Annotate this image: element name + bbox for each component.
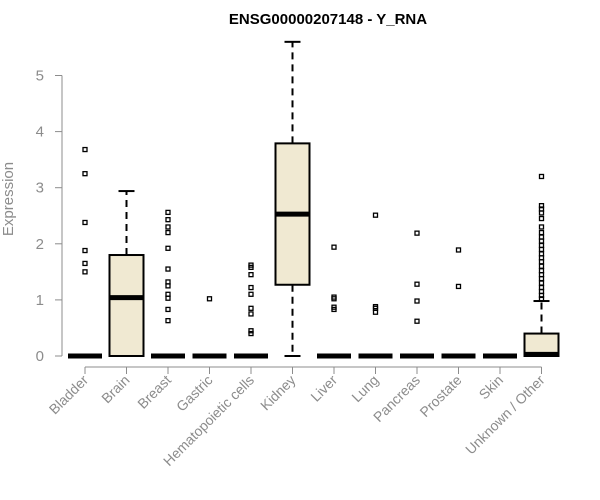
box-gastric <box>192 296 227 359</box>
x-tick-label: Liver <box>307 372 340 405</box>
y-axis: 0 1 2 3 4 5 <box>36 68 63 365</box>
outlier-point <box>165 217 171 223</box>
outlier-point <box>538 251 545 257</box>
outlier-point <box>206 296 213 302</box>
x-tick-label: Prostate <box>416 372 464 420</box>
outlier-point <box>165 209 171 216</box>
outlier-point <box>165 318 171 324</box>
y-tick-label: 5 <box>36 68 44 85</box>
outlier-point <box>414 281 420 287</box>
outlier-point <box>165 266 171 272</box>
outlier-point <box>248 262 254 268</box>
outlier-point <box>165 306 171 313</box>
outlier-point <box>538 234 545 240</box>
x-tick-label: Lung <box>348 372 381 405</box>
box-lung <box>358 212 393 359</box>
x-tick-label: Skin <box>476 372 507 403</box>
y-tick-label: 4 <box>36 124 44 141</box>
outlier-point <box>82 171 88 177</box>
outlier-point <box>248 311 254 317</box>
box-breast <box>151 209 185 359</box>
box-pancreas <box>400 230 434 359</box>
outlier-point <box>538 284 545 291</box>
x-tick-label: Unknown / Other <box>462 372 548 458</box>
outlier-point <box>331 304 337 310</box>
outlier-point <box>414 318 420 324</box>
box-bladder <box>68 146 102 359</box>
x-tick-label: Bladder <box>46 372 92 418</box>
outlier-point <box>538 229 545 236</box>
outlier-point <box>372 212 379 218</box>
outlier-point <box>455 247 462 253</box>
y-tick-label: 3 <box>36 180 44 197</box>
box-brain <box>108 190 145 358</box>
outlier-point <box>538 242 545 249</box>
outlier-point <box>538 224 545 230</box>
outlier-point <box>331 244 337 250</box>
box-body <box>108 254 145 358</box>
outlier-point <box>82 146 88 153</box>
outlier-point <box>248 291 254 297</box>
box-hematopoietic-cells <box>234 262 268 359</box>
y-axis-label: Expression <box>0 162 17 236</box>
outlier-point <box>248 305 254 311</box>
outlier-point <box>538 263 545 269</box>
y-tick-label: 2 <box>36 236 44 253</box>
outlier-point <box>165 245 171 251</box>
box-liver <box>317 244 351 359</box>
outlier-point <box>538 280 545 286</box>
outlier-point <box>538 268 545 274</box>
x-tick-label: Kidney <box>257 372 299 414</box>
chart-title: ENSG00000207148 - Y_RNA <box>229 11 427 28</box>
outlier-point <box>165 279 171 285</box>
outlier-point <box>248 284 254 291</box>
x-tick-label: Brain <box>98 372 132 406</box>
outlier-point <box>331 294 337 300</box>
y-tick-label: 1 <box>36 292 44 309</box>
outlier-point <box>414 298 420 304</box>
box-prostate <box>441 247 476 359</box>
x-tick-label: Breast <box>134 372 174 412</box>
box-kidney <box>274 40 311 357</box>
outlier-point <box>165 229 171 236</box>
outlier-point <box>165 224 171 230</box>
outlier-point <box>372 303 379 310</box>
outlier-point <box>82 219 88 226</box>
outlier-point <box>82 269 88 275</box>
outlier-point <box>538 173 545 180</box>
outlier-point <box>538 203 545 209</box>
outlier-point <box>455 283 462 290</box>
outlier-point <box>82 247 88 254</box>
box-unknown-other <box>523 173 560 357</box>
y-tick-label: 0 <box>36 348 44 365</box>
outlier-point <box>248 328 254 334</box>
outlier-point <box>538 215 545 222</box>
outlier-point <box>165 291 171 297</box>
outlier-point <box>82 260 88 267</box>
boxes <box>68 40 560 359</box>
outlier-point <box>248 330 254 337</box>
outlier-point <box>248 272 254 278</box>
outlier-point <box>414 230 420 236</box>
